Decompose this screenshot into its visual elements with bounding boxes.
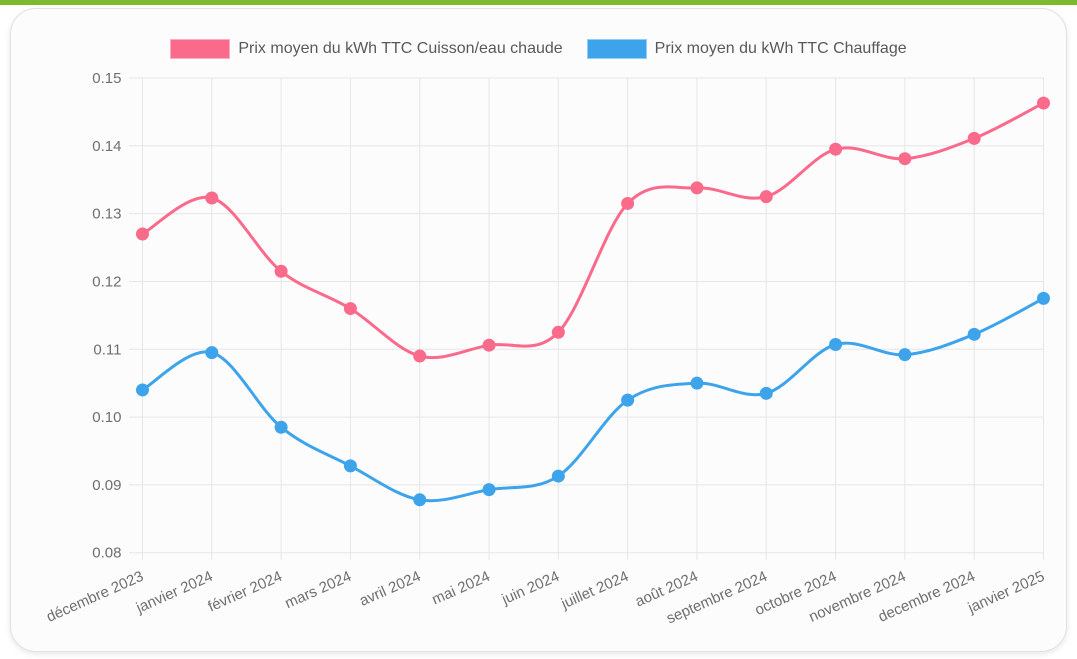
data-point[interactable] xyxy=(967,327,981,341)
data-point[interactable] xyxy=(343,459,357,473)
x-axis-tick-label: janvier 2025 xyxy=(965,568,1047,617)
x-axis-tick-label: février 2024 xyxy=(205,568,284,616)
x-axis-tick-label: mai 2024 xyxy=(429,568,492,609)
data-point[interactable] xyxy=(967,131,981,145)
data-point[interactable] xyxy=(690,181,704,195)
data-point[interactable] xyxy=(829,142,843,156)
data-point[interactable] xyxy=(829,338,843,352)
y-axis-tick-label: 0.10 xyxy=(92,409,121,426)
data-point[interactable] xyxy=(759,386,773,400)
data-point[interactable] xyxy=(690,376,704,390)
y-axis-tick-label: 0.15 xyxy=(92,70,121,87)
x-axis-tick-label: juillet 2024 xyxy=(558,568,631,613)
data-point[interactable] xyxy=(136,383,149,397)
legend-swatch-cuisson-icon xyxy=(170,39,231,59)
x-axis-tick-label: juin 2024 xyxy=(499,568,562,609)
data-point[interactable] xyxy=(1037,291,1050,305)
series-line-0 xyxy=(141,101,1045,360)
x-axis-tick-label: janvier 2024 xyxy=(133,568,215,617)
data-point[interactable] xyxy=(274,420,288,434)
data-point[interactable] xyxy=(274,264,288,278)
data-point[interactable] xyxy=(205,346,219,360)
legend-item-cuisson[interactable]: Prix moyen du kWh TTC Cuisson/eau chaude xyxy=(170,39,563,59)
chart-card: 0.15 0.14 0.13 0.12 0.11 0.10 0.09 0.08 décembre… xyxy=(10,8,1067,652)
y-axis-tick-label: 0.09 xyxy=(92,477,121,494)
data-point[interactable] xyxy=(551,325,565,339)
data-point[interactable] xyxy=(343,302,357,316)
data-point[interactable] xyxy=(551,469,565,483)
legend-item-chauffage[interactable]: Prix moyen du kWh TTC Chauffage xyxy=(586,39,907,59)
y-axis-tick-label: 0.08 xyxy=(92,545,121,562)
y-axis-tick-label: 0.12 xyxy=(92,273,121,290)
x-axis-tick-label: mars 2024 xyxy=(282,568,354,612)
series-line-1 xyxy=(141,296,1045,503)
data-point[interactable] xyxy=(898,348,912,362)
legend-label-chauffage: Prix moyen du kWh TTC Chauffage xyxy=(654,40,907,57)
x-axis-tick-label: avril 2024 xyxy=(357,568,423,610)
data-point[interactable] xyxy=(1037,96,1050,110)
x-axis-tick-label: décembre 2023 xyxy=(44,568,146,626)
legend-swatch-chauffage-icon xyxy=(586,39,647,59)
y-axis-tick-label: 0.13 xyxy=(92,206,121,223)
data-point[interactable] xyxy=(136,227,149,241)
data-point[interactable] xyxy=(898,152,912,166)
data-point[interactable] xyxy=(621,196,635,210)
legend-label-cuisson: Prix moyen du kWh TTC Cuisson/eau chaude xyxy=(238,40,563,57)
data-point[interactable] xyxy=(482,483,496,497)
top-accent-bar xyxy=(0,0,1077,5)
chart-legend: Prix moyen du kWh TTC Cuisson/eau chaude… xyxy=(11,39,1066,59)
data-point[interactable] xyxy=(759,190,773,204)
data-point[interactable] xyxy=(621,393,635,407)
data-point[interactable] xyxy=(413,493,427,507)
y-axis-tick-label: 0.11 xyxy=(93,341,121,358)
data-point[interactable] xyxy=(413,349,427,363)
line-chart[interactable]: 0.15 0.14 0.13 0.12 0.11 0.10 0.09 0.08 décembre… xyxy=(11,9,1068,653)
data-point[interactable] xyxy=(205,191,219,205)
y-axis-tick-label: 0.14 xyxy=(92,138,121,155)
data-point[interactable] xyxy=(482,338,496,352)
